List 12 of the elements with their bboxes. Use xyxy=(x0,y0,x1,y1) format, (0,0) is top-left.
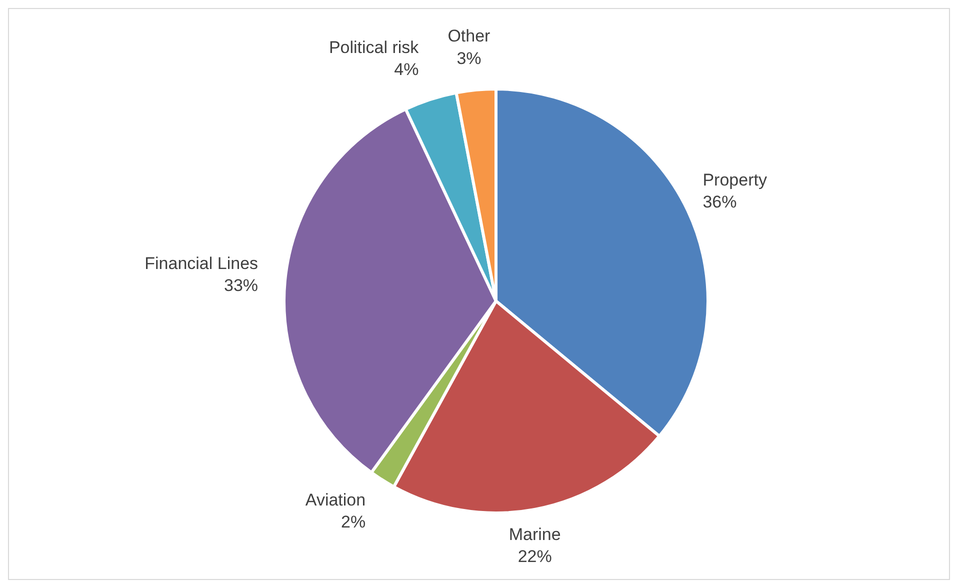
slice-label: Other xyxy=(448,26,491,46)
data-label: 36% xyxy=(702,192,737,212)
slice-label: Financial Lines xyxy=(144,254,258,273)
data-label: 2% xyxy=(341,512,366,532)
data-label: 4% xyxy=(394,60,419,80)
slice-label: Property xyxy=(702,170,768,190)
slice-label: Aviation xyxy=(305,490,366,510)
data-label: 33% xyxy=(224,276,258,295)
slice-label: Marine xyxy=(508,525,561,544)
data-label: 3% xyxy=(456,48,482,68)
data-label: 22% xyxy=(518,547,552,566)
slice-label: Political risk xyxy=(328,38,420,57)
